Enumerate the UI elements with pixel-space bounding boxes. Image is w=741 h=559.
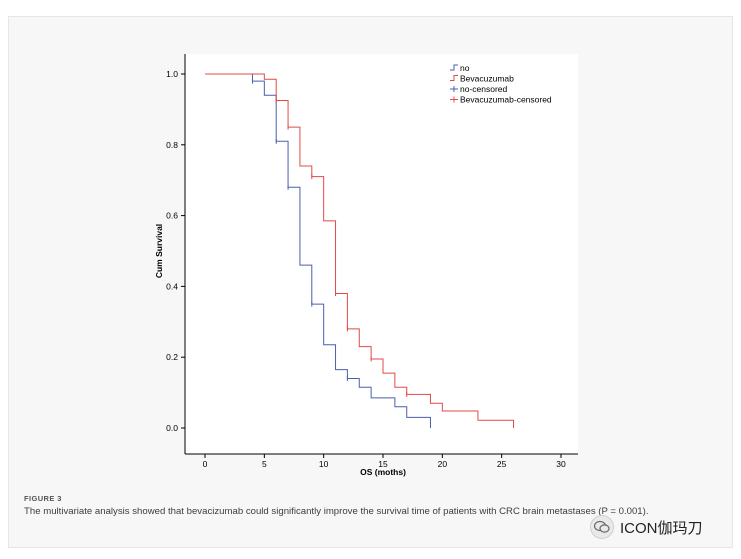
legend-label: Bevacuzumab <box>460 74 514 84</box>
x-tick-label: 25 <box>497 459 507 469</box>
legend-swatch-step <box>450 64 458 71</box>
series-layer <box>205 73 515 428</box>
x-tick-label: 20 <box>438 459 448 469</box>
watermark-text: ICON伽玛刀 <box>620 519 703 537</box>
y-tick-label: 0.2 <box>166 352 178 362</box>
x-tick-label: 30 <box>556 459 566 469</box>
x-tick-label: 15 <box>378 459 388 469</box>
figure-label: FIGURE 3 <box>24 494 62 503</box>
wechat-logo-icon <box>590 515 614 539</box>
plot-area <box>185 54 578 454</box>
series-line-2 <box>205 73 515 428</box>
km-chart: 0.00.20.40.60.81.00 5 10 15 20 25 30 noBevacuz… <box>154 54 578 477</box>
axes: 0.0 0.2 0.4 0.6 0.8 1.0 0 5 10 15 20 25 30 <box>166 54 578 469</box>
x-tick-label: 0 <box>203 459 208 469</box>
legend-label: Bevacuzumab-censored <box>460 95 552 105</box>
y-tick-label: 1.0 <box>166 69 178 79</box>
y-tick-label: 0.6 <box>166 211 178 221</box>
legend-swatch-step <box>450 75 458 81</box>
figure-caption-text: The multivariate analysis showed that be… <box>24 506 649 517</box>
legend-label: no <box>460 63 470 73</box>
watermark: ICON伽玛刀 <box>590 514 703 540</box>
x-tick-label: 10 <box>319 459 329 469</box>
y-tick-label: 0.4 <box>166 281 178 291</box>
legend: noBevacuzumabno-censoredBevacuzumab-cens… <box>450 63 552 105</box>
y-axis-label: Cum Survival <box>154 224 164 278</box>
x-tick-label: 5 <box>262 459 267 469</box>
x-axis-label: OS (moths) <box>360 467 406 477</box>
figure-caption: FIGURE 3 The multivariate analysis showe… <box>24 494 704 518</box>
series-line-1 <box>205 73 431 428</box>
legend-label: no-censored <box>460 84 508 94</box>
y-tick-label: 0.8 <box>166 140 178 150</box>
y-tick-label: 0.0 <box>166 423 178 433</box>
